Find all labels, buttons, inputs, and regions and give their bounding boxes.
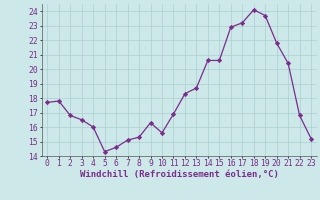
X-axis label: Windchill (Refroidissement éolien,°C): Windchill (Refroidissement éolien,°C)	[80, 170, 279, 179]
